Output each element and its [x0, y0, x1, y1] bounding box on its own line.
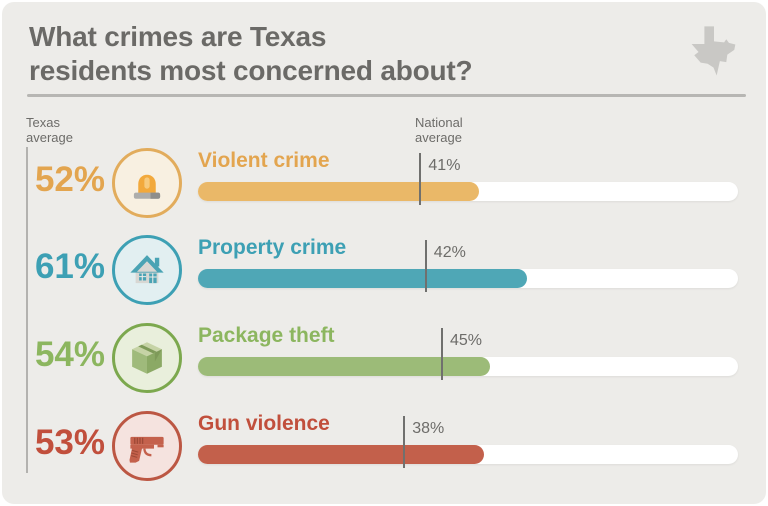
category-icon-badge [112, 235, 182, 305]
national-average-tick [424, 240, 427, 292]
category-label: Property crime [198, 236, 347, 259]
texas-bar-fill [198, 182, 479, 201]
title-underline [27, 94, 746, 97]
title-line-1: What crimes are Texas [29, 21, 327, 52]
national-average-label-line1: National [415, 115, 463, 130]
national-average-tick [441, 328, 443, 380]
national-average-tick [419, 153, 422, 205]
texas-average-column-header: Texas average [26, 115, 73, 145]
texas-percentage-value: 52% [34, 160, 106, 199]
chart-row-violent-crime: 52% Violent crime 41% [2, 136, 768, 222]
category-label: Violent crime [198, 149, 330, 172]
national-average-label-line2: average [415, 130, 462, 145]
texas-percentage-value: 53% [34, 423, 106, 462]
texas-percentage-value: 61% [34, 247, 106, 286]
national-percentage-value: 45% [450, 332, 483, 349]
texas-bar-fill [198, 357, 490, 376]
texas-bar-fill [198, 445, 485, 464]
title-line-2-bold: most concerned [159, 55, 373, 86]
national-percentage-value: 42% [433, 244, 466, 261]
chart-row-property-crime: 61% Property crime 42% [2, 223, 768, 309]
chart-row-gun-violence: 53% Gun violence 38% [2, 399, 768, 485]
category-icon-badge [112, 411, 182, 481]
texas-bar-fill [198, 269, 528, 288]
house-icon [130, 255, 164, 284]
national-average-column-header: National average [415, 115, 463, 145]
title-line-2-pre: residents [29, 55, 160, 86]
category-icon-badge [112, 148, 182, 218]
texas-average-label-line1: Texas [26, 115, 60, 130]
siren-icon [133, 174, 161, 199]
category-label: Gun violence [198, 412, 330, 435]
texas-state-icon [690, 25, 738, 84]
texas-percentage-value: 54% [34, 335, 106, 374]
national-average-tick [403, 416, 406, 468]
page-title: What crimes are Texas residents most con… [29, 20, 473, 88]
texas-average-label-line2: average [26, 130, 73, 145]
national-percentage-value: 41% [428, 157, 461, 174]
chart-row-package-theft: 54% Package theft 45% [2, 311, 768, 397]
package-icon [132, 342, 162, 374]
category-label: Package theft [198, 324, 335, 347]
texas-average-axis-line [26, 147, 28, 473]
title-line-2-post: about? [372, 55, 473, 86]
national-percentage-value: 38% [412, 420, 445, 437]
category-icon-badge [112, 323, 182, 393]
gun-icon [129, 436, 164, 463]
